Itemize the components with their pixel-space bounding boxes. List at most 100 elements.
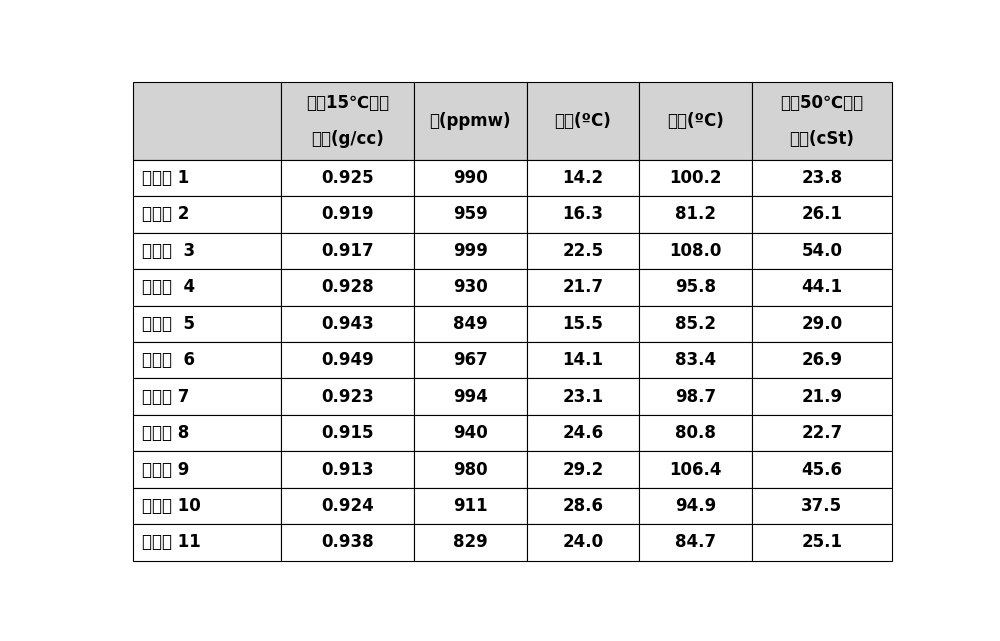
Bar bbox=[414, 233, 527, 269]
Text: 990: 990 bbox=[453, 169, 488, 187]
Bar bbox=[752, 82, 892, 160]
Text: 829: 829 bbox=[453, 533, 488, 551]
Text: 实施例 7: 实施例 7 bbox=[142, 388, 189, 406]
Bar bbox=[752, 451, 892, 488]
Bar bbox=[527, 378, 639, 415]
Bar bbox=[527, 160, 639, 196]
Text: 在～15℃下的: 在～15℃下的 bbox=[306, 94, 389, 112]
Text: 15.5: 15.5 bbox=[562, 315, 603, 333]
Bar bbox=[752, 269, 892, 306]
Bar bbox=[133, 269, 281, 306]
Text: 84.7: 84.7 bbox=[675, 533, 716, 551]
Text: 94.9: 94.9 bbox=[675, 497, 716, 515]
Text: 粘度(cSt): 粘度(cSt) bbox=[789, 129, 854, 148]
Bar bbox=[527, 82, 639, 160]
Bar bbox=[639, 415, 752, 451]
Bar bbox=[133, 196, 281, 233]
Text: 85.2: 85.2 bbox=[675, 315, 716, 333]
Text: 0.925: 0.925 bbox=[321, 169, 374, 187]
Bar bbox=[752, 233, 892, 269]
Text: 实施例 1: 实施例 1 bbox=[142, 169, 189, 187]
Text: 22.7: 22.7 bbox=[801, 424, 843, 442]
Text: 980: 980 bbox=[453, 460, 488, 479]
Bar bbox=[639, 233, 752, 269]
Text: 0.943: 0.943 bbox=[321, 315, 374, 333]
Text: 24.0: 24.0 bbox=[562, 533, 603, 551]
Bar bbox=[639, 524, 752, 561]
Text: 959: 959 bbox=[453, 206, 488, 224]
Text: 密度(g/cc): 密度(g/cc) bbox=[311, 129, 384, 148]
Text: 95.8: 95.8 bbox=[675, 278, 716, 296]
Text: 29.2: 29.2 bbox=[562, 460, 603, 479]
Text: 实施例 8: 实施例 8 bbox=[142, 424, 189, 442]
Bar bbox=[752, 342, 892, 378]
Bar bbox=[414, 342, 527, 378]
Bar bbox=[133, 378, 281, 415]
Text: 23.8: 23.8 bbox=[801, 169, 842, 187]
Text: 81.2: 81.2 bbox=[675, 206, 716, 224]
Bar bbox=[639, 269, 752, 306]
Bar bbox=[414, 524, 527, 561]
Bar bbox=[752, 524, 892, 561]
Text: 22.5: 22.5 bbox=[562, 242, 603, 260]
Text: 实施例  4: 实施例 4 bbox=[142, 278, 195, 296]
Bar bbox=[133, 415, 281, 451]
Text: 100.2: 100.2 bbox=[669, 169, 722, 187]
Text: 在～50℃下的: 在～50℃下的 bbox=[780, 94, 863, 112]
Text: 倾点(ºC): 倾点(ºC) bbox=[554, 112, 611, 130]
Text: 940: 940 bbox=[453, 424, 488, 442]
Bar bbox=[752, 196, 892, 233]
Bar bbox=[414, 82, 527, 160]
Text: 0.915: 0.915 bbox=[321, 424, 374, 442]
Text: 45.6: 45.6 bbox=[801, 460, 842, 479]
Bar bbox=[414, 196, 527, 233]
Text: 0.917: 0.917 bbox=[321, 242, 374, 260]
Text: 0.919: 0.919 bbox=[321, 206, 374, 224]
Text: 967: 967 bbox=[453, 351, 488, 369]
Text: 0.923: 0.923 bbox=[321, 388, 374, 406]
Bar bbox=[639, 196, 752, 233]
Text: 0.928: 0.928 bbox=[321, 278, 374, 296]
Bar bbox=[133, 233, 281, 269]
Bar bbox=[281, 306, 414, 342]
Bar bbox=[752, 378, 892, 415]
Bar bbox=[281, 524, 414, 561]
Bar bbox=[281, 82, 414, 160]
Bar bbox=[414, 160, 527, 196]
Bar bbox=[281, 233, 414, 269]
Text: 37.5: 37.5 bbox=[801, 497, 842, 515]
Bar bbox=[281, 160, 414, 196]
Text: 25.1: 25.1 bbox=[801, 533, 842, 551]
Text: 26.1: 26.1 bbox=[801, 206, 842, 224]
Bar bbox=[414, 378, 527, 415]
Bar bbox=[527, 415, 639, 451]
Text: 98.7: 98.7 bbox=[675, 388, 716, 406]
Text: 23.1: 23.1 bbox=[562, 388, 603, 406]
Bar bbox=[752, 160, 892, 196]
Text: 实施例 2: 实施例 2 bbox=[142, 206, 189, 224]
Bar bbox=[639, 451, 752, 488]
Bar bbox=[414, 269, 527, 306]
Text: 0.913: 0.913 bbox=[321, 460, 374, 479]
Text: 0.924: 0.924 bbox=[321, 497, 374, 515]
Text: 14.2: 14.2 bbox=[562, 169, 603, 187]
Text: 108.0: 108.0 bbox=[669, 242, 722, 260]
Bar bbox=[639, 378, 752, 415]
Text: 911: 911 bbox=[453, 497, 488, 515]
Text: 闪点(ºC): 闪点(ºC) bbox=[667, 112, 724, 130]
Text: 80.8: 80.8 bbox=[675, 424, 716, 442]
Bar bbox=[414, 306, 527, 342]
Bar bbox=[414, 415, 527, 451]
Text: 0.938: 0.938 bbox=[321, 533, 374, 551]
Text: 16.3: 16.3 bbox=[562, 206, 603, 224]
Bar bbox=[527, 306, 639, 342]
Bar bbox=[281, 451, 414, 488]
Text: 21.9: 21.9 bbox=[801, 388, 842, 406]
Text: 999: 999 bbox=[453, 242, 488, 260]
Bar bbox=[133, 342, 281, 378]
Bar bbox=[639, 342, 752, 378]
Bar bbox=[133, 160, 281, 196]
Bar bbox=[639, 306, 752, 342]
Text: 硯(ppmw): 硯(ppmw) bbox=[430, 112, 511, 130]
Bar bbox=[752, 306, 892, 342]
